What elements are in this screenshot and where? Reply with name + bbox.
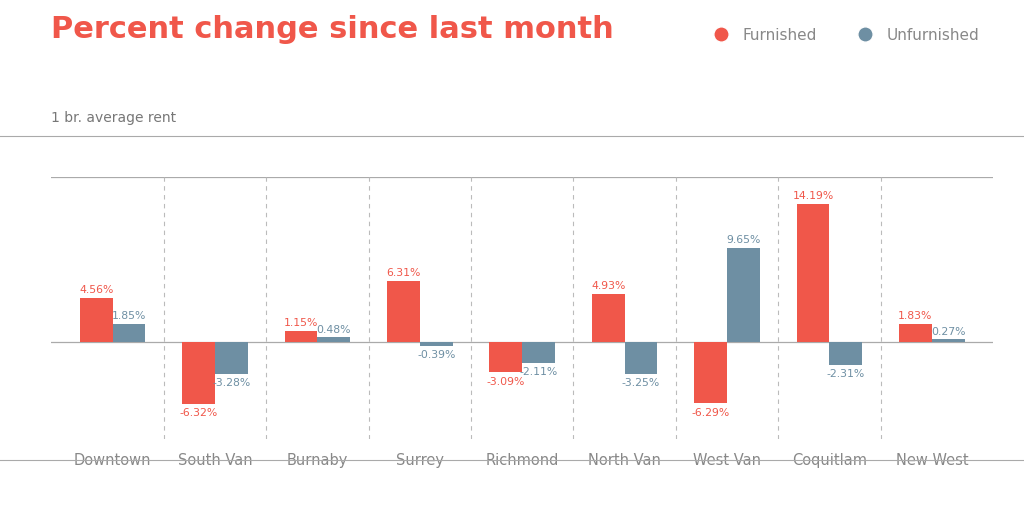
Text: 14.19%: 14.19% [793, 191, 834, 201]
Text: 1 br. average rent: 1 br. average rent [51, 111, 176, 125]
Bar [113, 324, 145, 342]
Legend: Furnished, Unfurnished: Furnished, Unfurnished [699, 22, 986, 49]
Bar [215, 342, 248, 374]
Bar [80, 298, 113, 342]
Text: 9.65%: 9.65% [726, 235, 761, 245]
Text: 4.93%: 4.93% [591, 281, 626, 291]
Bar [625, 342, 657, 374]
Text: 1.85%: 1.85% [112, 311, 146, 321]
Bar [932, 339, 965, 342]
Text: -0.39%: -0.39% [417, 350, 456, 360]
Text: 0.27%: 0.27% [931, 327, 966, 336]
Text: 1.15%: 1.15% [284, 318, 318, 328]
Bar [489, 342, 522, 372]
Bar [285, 331, 317, 342]
Bar [182, 342, 215, 403]
Text: -3.28%: -3.28% [212, 378, 251, 388]
Text: -6.32%: -6.32% [179, 408, 218, 418]
Text: 6.31%: 6.31% [386, 268, 421, 278]
Bar [317, 337, 350, 342]
Text: Percent change since last month: Percent change since last month [51, 15, 614, 44]
Bar [387, 281, 420, 342]
Bar [522, 342, 555, 363]
Bar [592, 294, 625, 342]
Text: -3.25%: -3.25% [622, 378, 660, 388]
Text: -2.11%: -2.11% [519, 367, 558, 377]
Text: 4.56%: 4.56% [79, 285, 114, 295]
Text: 1.83%: 1.83% [898, 312, 933, 321]
Bar [829, 342, 862, 365]
Bar [727, 248, 760, 342]
Bar [420, 342, 453, 346]
Text: -6.29%: -6.29% [691, 408, 730, 418]
Bar [899, 324, 932, 342]
Text: -2.31%: -2.31% [826, 369, 865, 379]
Text: -3.09%: -3.09% [486, 377, 525, 386]
Bar [694, 342, 727, 403]
Text: 0.48%: 0.48% [316, 325, 351, 334]
Bar [797, 204, 829, 342]
